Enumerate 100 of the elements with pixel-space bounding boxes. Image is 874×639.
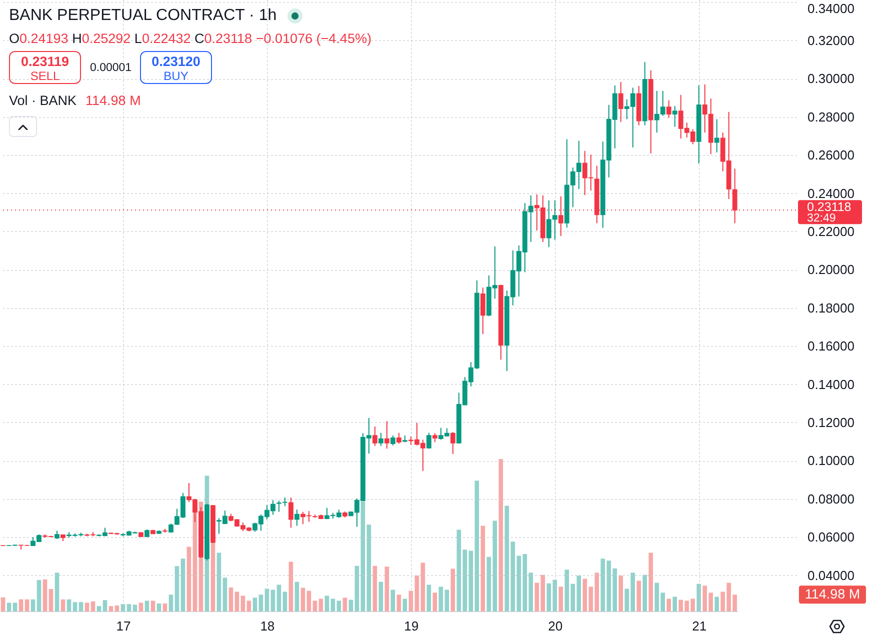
bar — [372, 565, 378, 611]
bar — [78, 602, 84, 611]
bar — [636, 580, 641, 611]
y-tick-label: 0.26000 — [808, 148, 854, 163]
bar — [258, 594, 264, 611]
bar — [666, 598, 671, 611]
bar — [696, 583, 701, 611]
annotation: 0.23120 — [150, 54, 202, 69]
bar — [54, 572, 60, 611]
x-tick-label: 19 — [404, 618, 419, 634]
candlestick — [294, 509, 300, 526]
candlestick — [618, 81, 624, 122]
bar — [270, 589, 276, 611]
bar — [390, 589, 396, 611]
bar — [618, 575, 623, 611]
candlestick — [426, 432, 432, 450]
bar — [312, 600, 318, 611]
ref-line-label: 0.23118 — [807, 200, 852, 214]
bar — [294, 581, 300, 611]
bar — [168, 594, 174, 611]
bar — [138, 602, 144, 611]
buy-button: 0.23120 BUY — [140, 51, 212, 84]
bar — [36, 580, 42, 611]
bar — [84, 602, 90, 611]
bar — [378, 581, 384, 611]
bar — [498, 458, 504, 611]
bar — [132, 604, 138, 611]
bar — [330, 598, 336, 611]
candlestick — [372, 426, 378, 446]
bar — [558, 586, 563, 611]
sell-button: 0.23119 SELL — [9, 51, 81, 84]
bar — [252, 597, 258, 611]
y-tick-label: 0.18000 — [808, 300, 854, 316]
annotation: Vol · BANK — [9, 93, 77, 108]
candlestick — [390, 434, 396, 446]
text: 114.98 M — [804, 586, 860, 602]
bar — [306, 590, 312, 611]
bar — [642, 574, 647, 611]
bar — [66, 598, 72, 611]
bar — [24, 598, 30, 611]
bar — [246, 600, 252, 611]
annotation: 0.00001 — [90, 61, 132, 75]
y-tick-label: 0.20000 — [808, 262, 854, 278]
bar — [180, 558, 186, 611]
annotation: SELL — [29, 69, 61, 83]
bar — [30, 598, 36, 611]
bar — [144, 600, 150, 611]
y-tick-label: 0.04000 — [808, 568, 854, 583]
candlestick — [396, 432, 402, 444]
y-tick-label: 0.24000 — [808, 186, 854, 201]
bar — [450, 568, 456, 611]
candlestick — [450, 432, 456, 454]
bar — [324, 595, 330, 611]
bar — [162, 603, 168, 611]
y-tick-label: 0.32000 — [808, 32, 854, 48]
bar — [300, 587, 306, 611]
y-tick-label: 0.06000 — [808, 530, 854, 545]
bar — [318, 598, 324, 611]
bar — [234, 591, 240, 611]
bar — [672, 596, 677, 611]
y-tick-label: 0.08000 — [808, 491, 854, 506]
candlestick — [714, 118, 720, 153]
bar — [240, 595, 246, 611]
bar — [108, 606, 114, 611]
bar — [6, 602, 12, 611]
bar — [0, 596, 6, 611]
bar — [72, 602, 78, 611]
y-tick-label: 0.16000 — [808, 338, 854, 354]
bar — [96, 606, 102, 611]
candlestick — [480, 287, 486, 335]
bar — [222, 577, 228, 611]
bar — [396, 594, 402, 611]
y-tick-label: 0.28000 — [808, 109, 854, 124]
bar — [114, 605, 120, 611]
bar — [12, 602, 18, 611]
x-tick-label: 17 — [116, 618, 131, 634]
bar — [90, 600, 96, 611]
bar — [18, 598, 24, 611]
y-tick-label: 0.22000 — [808, 224, 854, 239]
bar — [480, 525, 486, 611]
bar — [48, 588, 54, 611]
bar — [186, 546, 192, 611]
annotation: BUY — [162, 69, 190, 83]
chart-title: BANK PERPETUAL CONTRACT · 1h — [9, 6, 277, 26]
x-tick-label: 18 — [260, 618, 275, 634]
text: O0.24193 H0.25292 L0.22432 C0.23118 −0.01076 (−4.45%) — [9, 31, 372, 46]
bar — [216, 552, 222, 611]
candlestick — [672, 106, 678, 128]
y-tick-label: 0.14000 — [808, 376, 854, 392]
y-tick-label: 0.34000 — [808, 0, 854, 16]
bar — [714, 596, 719, 611]
x-tick-label: 20 — [548, 618, 563, 634]
bar — [150, 600, 156, 611]
annotation: 0.23119 — [20, 54, 70, 69]
bar — [342, 597, 348, 611]
bar — [126, 604, 132, 611]
x-tick-label: 21 — [692, 618, 707, 634]
bar — [282, 591, 288, 611]
bar — [402, 598, 408, 611]
bar — [174, 566, 180, 611]
